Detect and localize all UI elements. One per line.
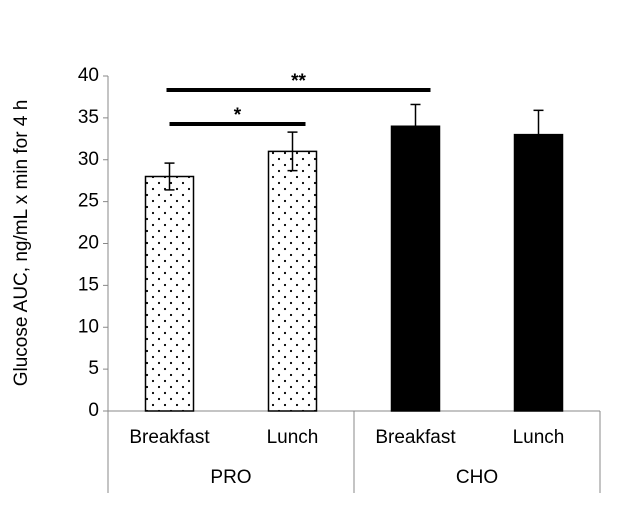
y-tick-label: 0 <box>88 400 99 421</box>
y-tick-label: 10 <box>78 316 99 337</box>
x-tick-label: Lunch <box>267 427 319 448</box>
significance-label: ** <box>291 71 306 92</box>
bar <box>144 175 195 412</box>
y-tick-label: 30 <box>78 149 99 170</box>
significance-label: * <box>234 105 242 126</box>
y-axis-label: Glucose AUC, ng/mL x min for 4 h <box>11 100 32 387</box>
bar <box>513 133 564 412</box>
x-tick-label: Breakfast <box>375 427 456 448</box>
y-tick-label: 5 <box>88 358 99 379</box>
x-tick-label: Lunch <box>513 427 565 448</box>
y-tick-label: 35 <box>78 107 99 128</box>
bar <box>390 125 441 412</box>
group-label: PRO <box>210 467 251 488</box>
x-tick-label: Breakfast <box>129 427 210 448</box>
group-label: CHO <box>456 467 498 488</box>
y-tick-label: 20 <box>78 233 99 254</box>
y-tick-label: 25 <box>78 191 99 212</box>
y-tick-label: 40 <box>78 65 99 86</box>
y-tick-label: 15 <box>78 274 99 295</box>
bar <box>267 150 318 412</box>
